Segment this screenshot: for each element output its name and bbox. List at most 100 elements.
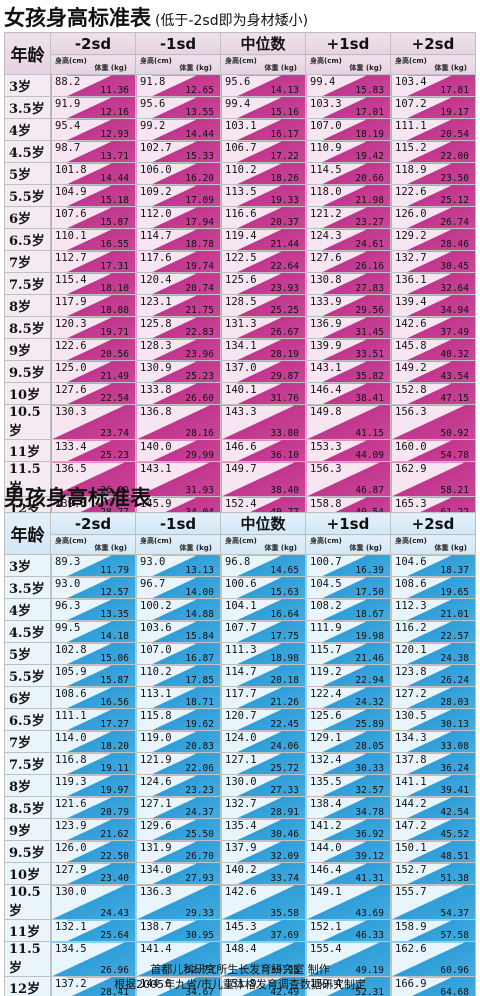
girls-data-cell: 110.1 16.55: [50, 228, 136, 251]
girls-weight-value: 26.16: [355, 261, 384, 272]
girls-weight-value: 17.01: [355, 107, 384, 118]
boys-height-value: 141.1: [395, 776, 427, 788]
boys-height-value: 93.0: [55, 578, 81, 590]
boys-weight-value: 11.79: [100, 565, 129, 576]
boys-data-cell: 112.3 21.01: [390, 598, 476, 621]
boys-height-value: 132.7: [225, 798, 257, 810]
girls-weight-value: 27.83: [355, 283, 384, 294]
boys-weight-value: 34.67: [185, 987, 214, 996]
girls-data-cell: 114.5 20.66: [305, 162, 391, 185]
girls-weight-value: 19.74: [185, 261, 214, 272]
girls-data-cell: 99.4 15.16: [220, 96, 306, 119]
girls-weight-value: 35.82: [355, 371, 384, 382]
boys-height-value: 132.1: [55, 921, 87, 933]
girls-data-cell: 107.2 19.17: [390, 96, 476, 119]
boys-subheader-cell: 身高(cm) 体重 (kg): [220, 534, 306, 555]
boys-data-cell: 111.9 19.98: [305, 620, 391, 643]
boys-age-cell: 5.5岁: [4, 664, 51, 687]
boys-column-header: +2sd: [390, 512, 476, 535]
boys-weight-value: 30.33: [355, 763, 384, 774]
girls-height-value: 133.9: [310, 296, 342, 308]
boys-data-cell: 145.3 37.69: [220, 919, 306, 942]
girls-data-cell: 130.9 25.23: [135, 360, 221, 383]
boys-height-value: 111.1: [55, 710, 87, 722]
boys-height-value: 119.2: [310, 666, 342, 678]
boys-weight-value: 27.33: [270, 785, 299, 796]
girls-data-cell: 95.6 13.55: [135, 96, 221, 119]
boys-age-cell: 3.5岁: [4, 576, 51, 599]
girls-data-cell: 152.8 47.15: [390, 382, 476, 405]
girls-weight-value: 50.92: [440, 428, 469, 439]
girls-height-value: 122.6: [55, 340, 87, 352]
boys-weight-value: 14.00: [185, 587, 214, 598]
girls-age-cell: 7.5岁: [4, 272, 51, 295]
girls-weight-value: 32.64: [440, 283, 469, 294]
girls-data-cell: 132.7 30.45: [390, 250, 476, 273]
boys-data-cell: 121.6 20.79: [50, 796, 136, 819]
girls-column-header: +2sd: [390, 32, 476, 55]
girls-height-label: 身高(cm): [140, 57, 172, 65]
girls-data-cell: 133.9 29.56: [305, 294, 391, 317]
girls-weight-value: 23.50: [440, 173, 469, 184]
boys-data-cell: 127.1 25.72: [220, 752, 306, 775]
boys-weight-value: 23.40: [100, 873, 129, 884]
boys-weight-value: 30.13: [440, 719, 469, 730]
boys-weight-value: 36.24: [440, 763, 469, 774]
boys-data-cell: 89.3 11.79: [50, 554, 136, 577]
boys-weight-value: 28.03: [440, 697, 469, 708]
boys-table-row: 10岁 127.9 23.40 134.0 27.93 140.2 33.74 146.4 41…: [4, 862, 476, 885]
girls-age-cell: 5岁: [4, 162, 51, 185]
girls-height-value: 101.8: [55, 164, 87, 176]
boys-height-value: 124.0: [225, 732, 257, 744]
boys-height-value: 122.4: [310, 688, 342, 700]
girls-height-value: 132.7: [395, 252, 427, 264]
boys-weight-value: 28.91: [270, 807, 299, 818]
girls-weight-value: 41.15: [355, 428, 384, 439]
girls-weight-label: 体重 (kg): [349, 64, 382, 72]
girls-data-cell: 95.6 14.13: [220, 74, 306, 97]
girls-data-cell: 160.0 54.78: [390, 439, 476, 462]
boys-data-cell: 127.2 28.03: [390, 686, 476, 709]
boys-height-value: 102.8: [55, 644, 87, 656]
girls-weight-value: 18.19: [355, 129, 384, 140]
girls-data-cell: 130.8 27.83: [305, 272, 391, 295]
boys-weight-value: 36.92: [355, 829, 384, 840]
boys-weight-value: 45.52: [440, 829, 469, 840]
girls-data-cell: 125.0 21.49: [50, 360, 136, 383]
girls-height-value: 143.1: [310, 362, 342, 374]
boys-height-value: 148.4: [225, 943, 257, 955]
girls-age-cell: 11岁: [4, 439, 51, 462]
boys-data-cell: 93.0 13.13: [135, 554, 221, 577]
girls-age-cell: 9岁: [4, 338, 51, 361]
boys-weight-value: 32.57: [355, 785, 384, 796]
boys-height-value: 119.0: [140, 732, 172, 744]
boys-weight-value: 39.41: [440, 785, 469, 796]
boys-weight-value: 14.18: [100, 631, 129, 642]
boys-weight-value: 17.50: [355, 587, 384, 598]
boys-data-cell: 129.1 28.05: [305, 730, 391, 753]
girls-data-cell: 134.1 28.19: [220, 338, 306, 361]
boys-height-value: 123.9: [55, 820, 87, 832]
girls-height-value: 139.5: [55, 498, 87, 510]
boys-weight-value: 18.71: [185, 697, 214, 708]
girls-data-cell: 128.3 23.96: [135, 338, 221, 361]
boys-data-cell: 126.0 22.50: [50, 840, 136, 863]
girls-height-value: 127.6: [310, 252, 342, 264]
boys-weight-value: 16.39: [355, 565, 384, 576]
girls-data-cell: 123.1 21.75: [135, 294, 221, 317]
boys-height-value: 152.7: [395, 864, 427, 876]
boys-height-value: 99.5: [55, 622, 81, 634]
girls-weight-value: 20.74: [185, 283, 214, 294]
girls-height-value: 139.9: [310, 340, 342, 352]
boys-weight-value: 20.79: [100, 807, 129, 818]
boys-data-cell: 130.0 24.43: [50, 884, 136, 920]
boys-height-value: 96.7: [140, 578, 166, 590]
boys-height-value: 131.9: [140, 842, 172, 854]
girls-table-row: 4.5岁 98.7 13.71 102.7 15.33 106.7 17.22 110.9 19…: [4, 140, 476, 163]
girls-data-cell: 102.7 15.33: [135, 140, 221, 163]
boys-height-value: 124.6: [140, 776, 172, 788]
girls-height-value: 153.3: [310, 441, 342, 453]
girls-data-cell: 143.1 31.93: [135, 461, 221, 497]
girls-data-cell: 115.2 22.00: [390, 140, 476, 163]
boys-weight-value: 15.87: [100, 675, 129, 686]
